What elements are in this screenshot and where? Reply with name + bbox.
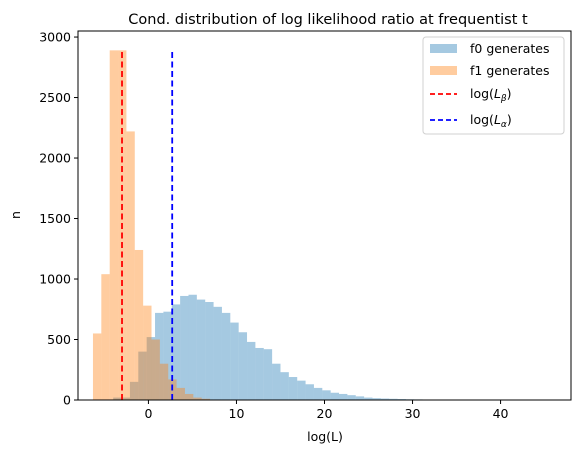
y-tick-label: 1500 — [39, 211, 71, 226]
hist-bar-f0 — [230, 322, 239, 400]
y-tick-label: 0 — [63, 393, 71, 408]
legend: f0 generates f1 generates log(Lβ) log(Lα… — [422, 36, 565, 135]
hist-bar-f0 — [313, 387, 323, 400]
hist-bar-f0 — [188, 294, 197, 400]
hist-bar-f0 — [180, 295, 189, 400]
legend-label-lalpha: log(Lα) — [470, 112, 512, 130]
legend-label-lbeta: log(Lβ) — [470, 86, 512, 104]
x-axis-title: log(L) — [307, 429, 343, 444]
legend-label-f1: f1 generates — [470, 63, 549, 78]
hist-bar-f1 — [143, 305, 152, 400]
legend-lbeta-main: L — [494, 86, 501, 101]
hist-bar-f0 — [339, 393, 348, 400]
legend-lalpha-main: L — [494, 112, 501, 127]
legend-lbeta-suffix: ) — [507, 86, 512, 101]
hist-bar-f1 — [134, 249, 144, 400]
legend-lalpha-prefix: log( — [470, 112, 494, 127]
hist-bar-f0 — [280, 372, 289, 400]
hist-bar-f0 — [272, 363, 281, 400]
hist-bar-f1 — [151, 339, 160, 400]
hist-bar-f0 — [389, 398, 398, 400]
hist-bar-f1 — [159, 363, 169, 400]
x-tick-label: 10 — [229, 406, 245, 421]
hist-bar-f0 — [129, 381, 139, 400]
y-tick-label: 2000 — [39, 151, 71, 166]
x-tick-label: 20 — [317, 406, 333, 421]
hist-bar-f0 — [330, 392, 340, 400]
hist-bar-f0 — [155, 312, 164, 400]
hist-bar-f0 — [380, 398, 390, 400]
y-axis: 0 500 1000 1500 2000 2500 3000 — [39, 30, 78, 408]
hist-bar-f0 — [255, 347, 264, 400]
hist-bar-f1 — [193, 397, 202, 400]
chart-title: Cond. distribution of log likelihood rat… — [128, 12, 528, 28]
hist-bar-f0 — [347, 395, 356, 400]
legend-lbeta-sub: β — [500, 94, 507, 104]
hist-bar-f0 — [288, 377, 298, 400]
hist-bar-f0 — [163, 311, 172, 400]
hist-bar-f0 — [121, 397, 130, 400]
hist-bar-f0 — [221, 312, 231, 400]
legend-label-f0: f0 generates — [470, 41, 549, 56]
legend-lalpha-suffix: ) — [507, 112, 512, 127]
hist-bar-f1 — [126, 131, 135, 401]
x-tick-label: 30 — [405, 406, 421, 421]
y-tick-label: 2500 — [39, 90, 71, 105]
legend-swatch-f0 — [430, 44, 457, 53]
y-axis-title: n — [8, 211, 23, 219]
y-tick-label: 1000 — [39, 272, 71, 287]
hist-bar-f0 — [322, 390, 331, 400]
legend-box — [422, 36, 565, 135]
hist-bar-f0 — [213, 306, 222, 400]
hist-bar-f0 — [372, 398, 381, 400]
hist-bar-f0 — [297, 380, 306, 400]
hist-bar-f0 — [196, 299, 206, 400]
hist-bar-f1 — [184, 393, 194, 400]
hist-bar-f0 — [238, 332, 248, 400]
hist-bar-f0 — [138, 351, 147, 400]
hist-bar-f0 — [263, 349, 273, 400]
plot-area — [92, 50, 540, 401]
hist-bar-f0 — [113, 397, 122, 400]
y-tick-label: 3000 — [39, 30, 71, 45]
hist-bar-f0 — [171, 304, 181, 400]
hist-bar-f1 — [176, 387, 185, 400]
hist-bar-f1 — [92, 333, 102, 400]
hist-bar-f0 — [146, 337, 156, 400]
hist-bar-f0 — [247, 341, 256, 400]
x-axis: 0 10 20 30 40 — [144, 400, 509, 421]
y-tick-label: 500 — [47, 332, 71, 347]
hist-bar-f1 — [101, 274, 110, 400]
legend-lalpha-sub: α — [501, 120, 507, 130]
legend-swatch-f1 — [430, 66, 457, 75]
hist-bar-f0 — [305, 384, 314, 400]
hist-bar-f0 — [205, 302, 214, 400]
x-tick-label: 40 — [493, 406, 509, 421]
legend-lbeta-prefix: log( — [470, 86, 494, 101]
hist-bar-f0 — [355, 396, 365, 400]
x-tick-label: 0 — [144, 406, 152, 421]
hist-bar-f0 — [364, 397, 373, 400]
hist-bar-f1 — [109, 50, 119, 401]
hist-bar-f1 — [201, 398, 211, 400]
